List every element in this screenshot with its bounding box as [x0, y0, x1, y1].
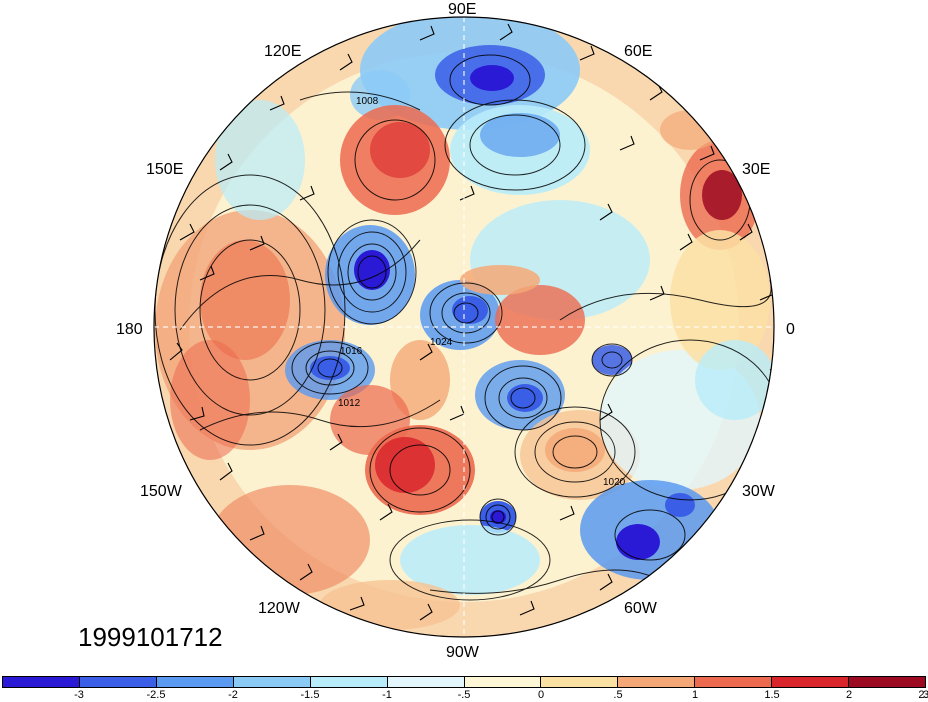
contour-label-1016: 1016	[340, 346, 363, 357]
colorbar-swatch	[464, 677, 542, 687]
lon-label-60e: 60E	[624, 43, 652, 60]
colorbar-tick-label: 1	[691, 689, 699, 701]
lon-label-0: 0	[786, 321, 795, 338]
lon-label-90w: 90W	[446, 644, 480, 661]
date-stamp: 1999101712	[78, 622, 223, 652]
colorbar-tick-label: 2	[845, 689, 853, 701]
lon-label-120w: 120W	[258, 600, 301, 617]
colorbar-swatch	[233, 677, 311, 687]
colorbar-tick-label: 3	[922, 689, 928, 701]
colorbar-swatch	[849, 677, 926, 687]
contour-label-1008: 1008	[356, 96, 379, 107]
colorbar-tick-label: 2.5	[918, 689, 928, 701]
colorbar-swatch	[3, 677, 80, 687]
lon-label-30w: 30W	[742, 483, 776, 500]
colorbar-swatch	[772, 677, 850, 687]
lon-label-30e: 30E	[742, 161, 770, 178]
colorbar-tick-label: -1	[382, 689, 392, 701]
colorbar-swatch	[541, 677, 619, 687]
lon-label-120e: 120E	[264, 43, 301, 60]
colorbar-tick-label: .5	[613, 689, 623, 701]
map-boundary	[153, 16, 775, 638]
colorbar-swatch	[618, 677, 696, 687]
lon-label-150w: 150W	[140, 483, 183, 500]
contour-label-1024: 1024	[430, 337, 453, 348]
meridian-lines	[154, 17, 774, 637]
colorbar-swatch	[387, 677, 465, 687]
colorbar-tick-label: -.5	[457, 689, 471, 701]
lon-label-60w: 60W	[624, 600, 658, 617]
colorbar-swatch	[695, 677, 773, 687]
contour-label-1012: 1012	[338, 398, 361, 409]
colorbar-tick-label: -1.5	[300, 689, 320, 701]
polar-map: 1008 1012 1016 1020 1024 90E 60E 30E 0 3…	[116, 1, 795, 661]
colorbar-tick-label: 1.5	[764, 689, 780, 701]
colorbar-swatch	[79, 677, 157, 687]
colorbar-tick-label: -2.5	[146, 689, 166, 701]
lon-label-90e: 90E	[448, 1, 476, 18]
colorbar-tick-label: -2	[228, 689, 238, 701]
lon-label-150e: 150E	[146, 161, 183, 178]
lon-label-180: 180	[116, 321, 143, 338]
colorbar-tick-label: -3	[74, 689, 84, 701]
colorbar: -3 -2.5 -2 -1.5 -1 -.5 0 .5 1 1.5 2 2.53	[2, 676, 928, 702]
colorbar-tick-label: 0	[537, 689, 545, 701]
colorbar-swatch	[156, 677, 234, 687]
contour-label-1020: 1020	[603, 477, 626, 488]
colorbar-swatches	[2, 676, 926, 688]
colorbar-swatch	[310, 677, 388, 687]
